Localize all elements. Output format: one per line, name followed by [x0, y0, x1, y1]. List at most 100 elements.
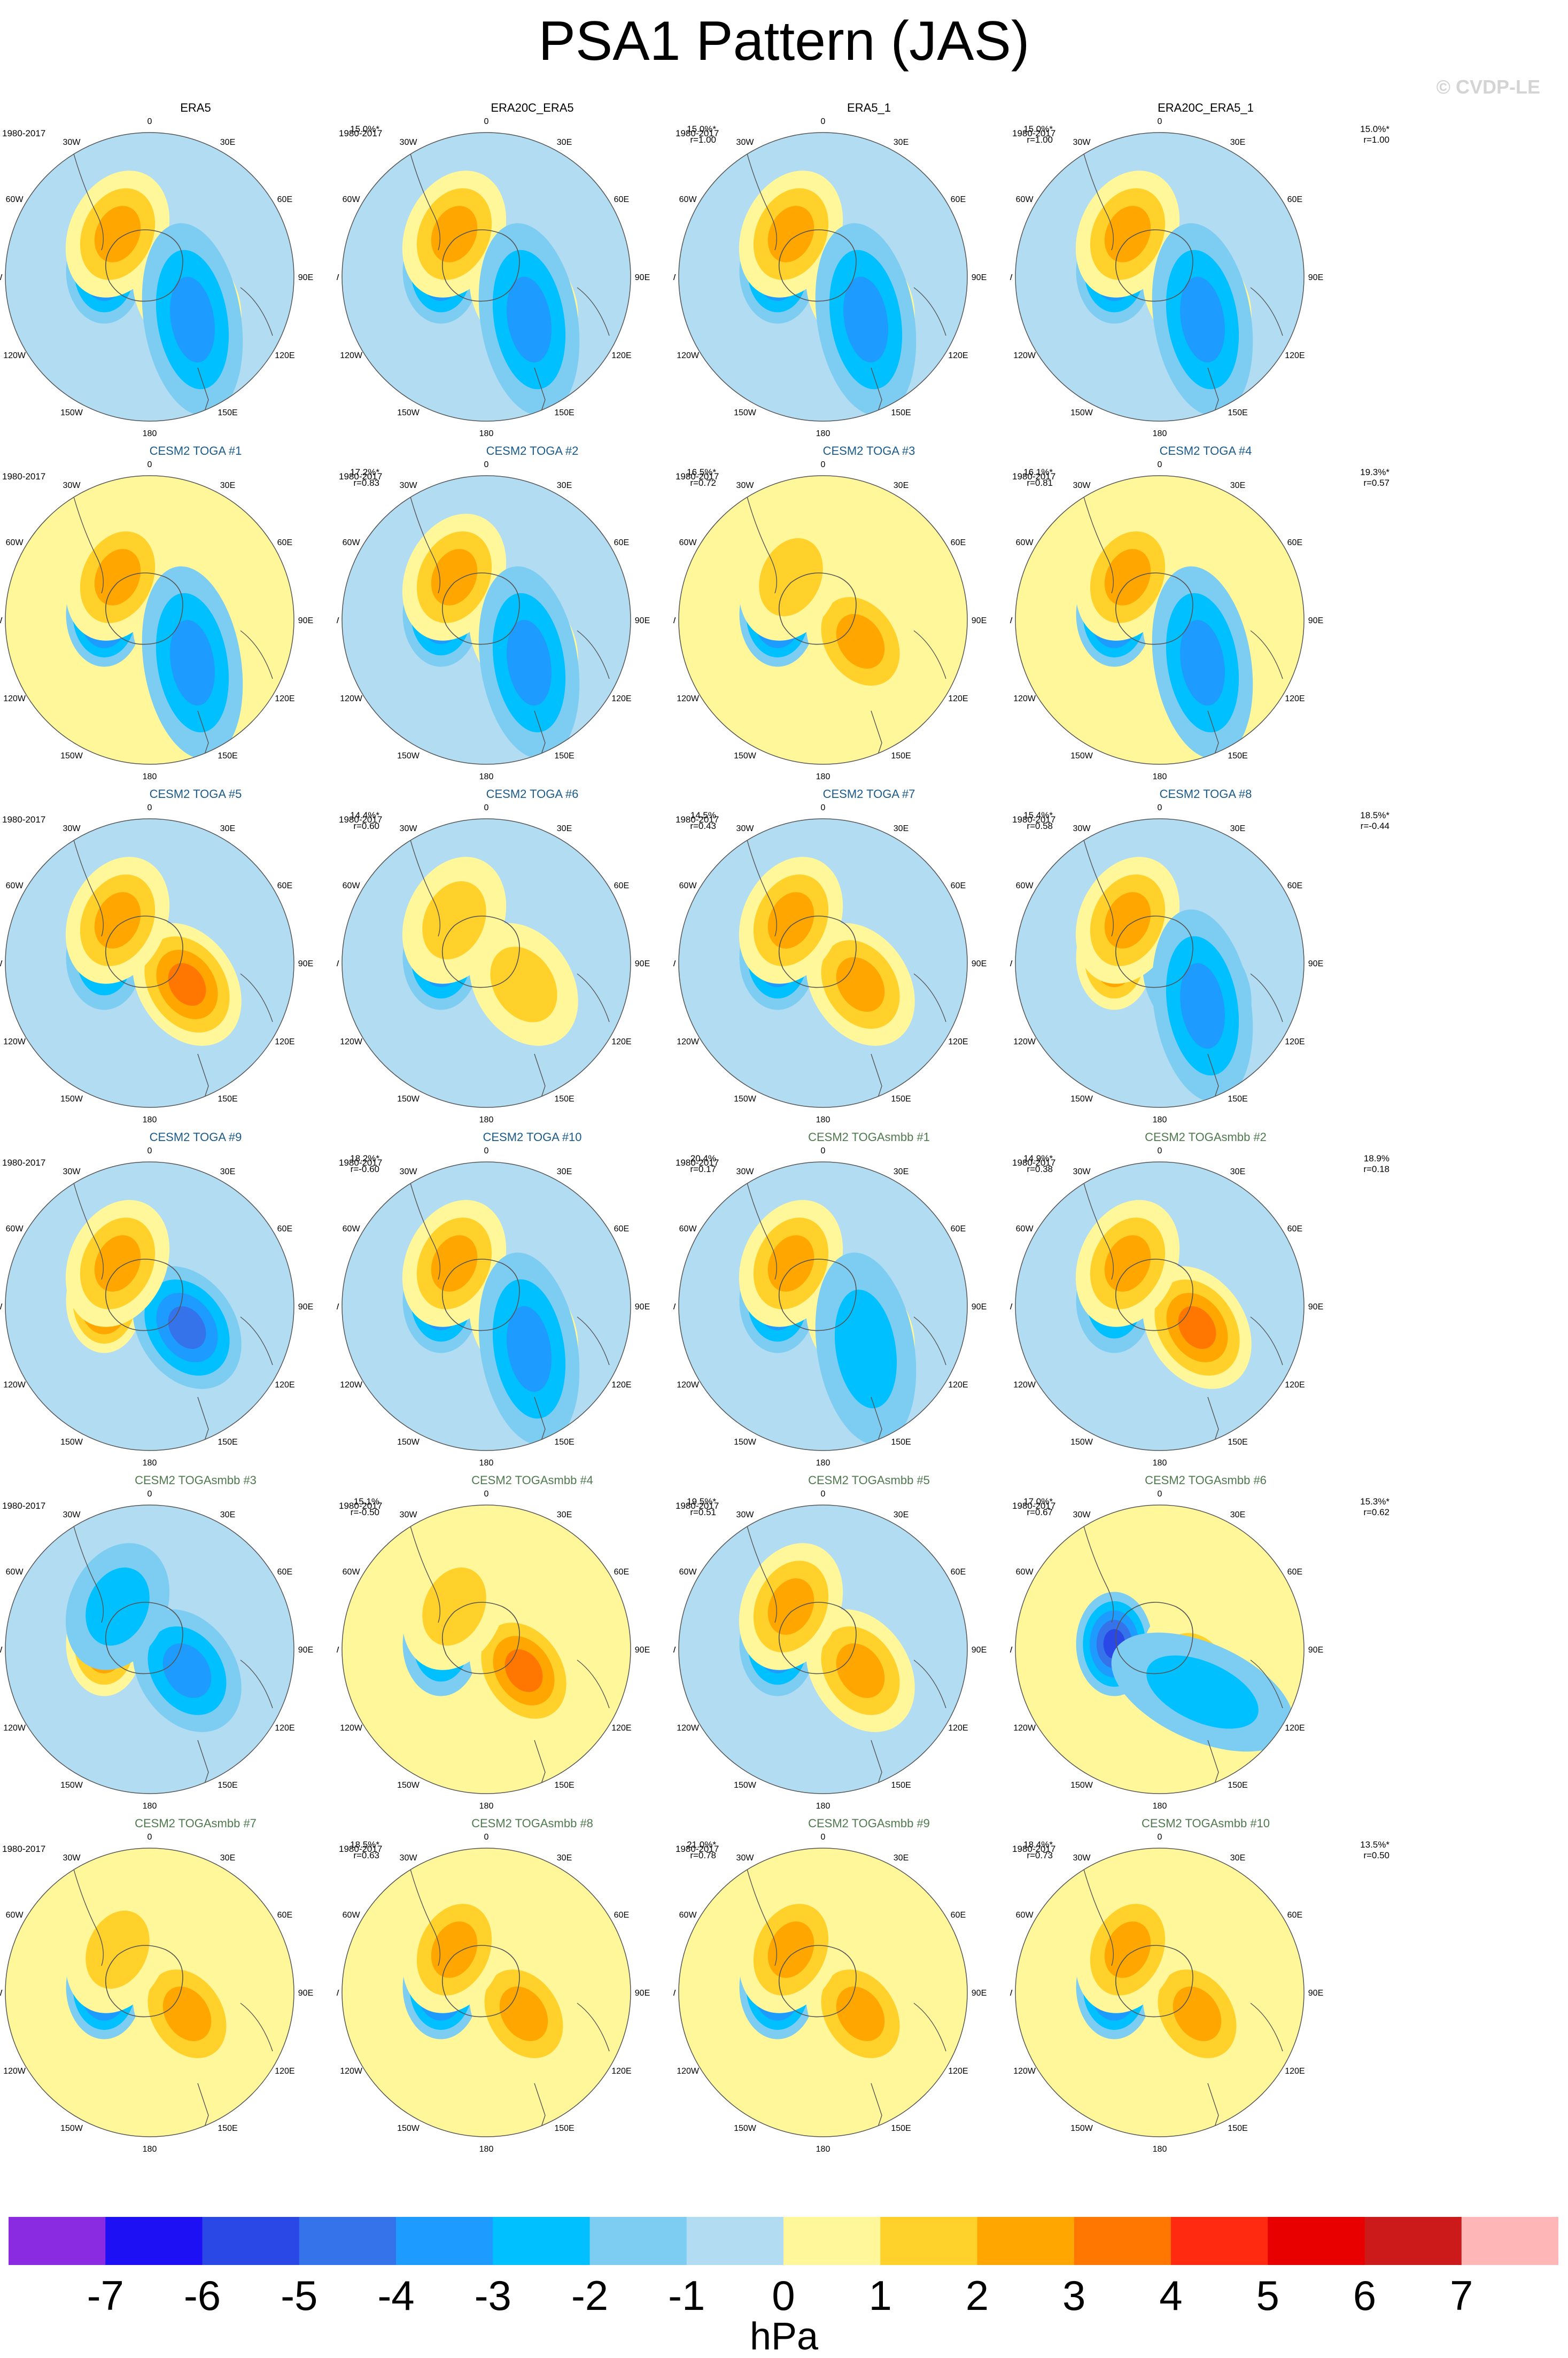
- longitude-label: 120W: [677, 1380, 700, 1390]
- panel-stat-value: r=1.00: [1027, 135, 1053, 145]
- antarctica-coastline: [779, 572, 857, 645]
- longitude-label: 90W: [673, 1646, 676, 1655]
- polar-map: 0 30E 60E 90E 120E 150E 180 150W 120W 90W 60W 30W: [0, 1833, 313, 2154]
- map-panel: ERA5_1 1980-2017 15.0%* r=1.00 0 30E 60E 90E 120…: [673, 100, 1065, 443]
- colorbar-tick: -1: [668, 2272, 705, 2319]
- longitude-label: 180: [479, 2145, 494, 2154]
- positive-anomaly-contour: [504, 1649, 543, 1692]
- colorbar-swatch: [783, 2217, 881, 2265]
- longitude-label: 0: [821, 460, 826, 469]
- longitude-label: 120E: [611, 1380, 631, 1390]
- longitude-label: 60E: [277, 881, 292, 890]
- colorbar-tick: 6: [1353, 2272, 1377, 2319]
- panel-title: CESM2 TOGAsmbb #6: [1145, 1473, 1267, 1487]
- longitude-label: 90E: [1308, 959, 1323, 968]
- longitude-label: 120W: [3, 694, 26, 703]
- panel-title: CESM2 TOGAsmbb #3: [135, 1473, 257, 1487]
- longitude-label: 30W: [736, 1167, 755, 1176]
- longitude-label: 120E: [1285, 351, 1305, 360]
- panel-stat-value: 18.4%*: [1023, 1840, 1053, 1850]
- map-boundary: [341, 818, 631, 1108]
- longitude-label: 60W: [6, 195, 24, 204]
- longitude-label: 0: [1158, 1146, 1162, 1155]
- positive-anomaly-contour: [86, 1910, 150, 1989]
- longitude-label: 120W: [340, 694, 363, 703]
- panel-period: 1980-2017: [339, 1158, 383, 1168]
- longitude-label: 0: [148, 1146, 152, 1155]
- longitude-label: 30W: [63, 1510, 81, 1519]
- colorbar-swatch: [1171, 2217, 1268, 2265]
- longitude-label: 180: [816, 429, 830, 438]
- positive-anomaly-contour: [836, 1643, 885, 1698]
- panel-title: CESM2 TOGA #1: [149, 444, 242, 457]
- map-boundary: [1015, 1504, 1305, 1794]
- longitude-label: 150W: [1070, 408, 1093, 417]
- panel-period: 1980-2017: [676, 1158, 719, 1168]
- positive-anomaly-contour: [1178, 1306, 1216, 1349]
- antarctica-coastline: [779, 1945, 857, 2018]
- positive-anomaly-contour: [162, 1986, 212, 2042]
- map-boundary: [678, 1161, 968, 1451]
- longitude-label: 120W: [1013, 694, 1036, 703]
- panel-stats: 18.5%* r=-0.44: [1352, 810, 1390, 832]
- longitude-label: 30W: [736, 138, 755, 147]
- longitude-label: 120E: [275, 2067, 294, 2076]
- panel-title: CESM2 TOGA #9: [149, 1130, 242, 1144]
- panel-stats: 14.9%* r=0.38: [1015, 1153, 1053, 1175]
- south-america-coastline: [742, 137, 778, 251]
- panel-stat-value: r=-0.50: [350, 1507, 379, 1517]
- south-america-coastline: [742, 824, 778, 937]
- map-boundary: [341, 475, 631, 765]
- longitude-label: 150E: [218, 2124, 237, 2133]
- longitude-label: 90W: [1010, 1302, 1013, 1312]
- longitude-label: 90W: [1010, 959, 1013, 968]
- longitude-label: 150E: [891, 751, 911, 761]
- longitude-label: 60E: [1287, 1568, 1302, 1577]
- longitude-label: 60E: [277, 1568, 292, 1577]
- panel-title: CESM2 TOGA #2: [486, 444, 579, 457]
- map-panel: CESM2 TOGAsmbb #9 1980-2017 18.4%* r=0.73 0 3…: [673, 1816, 1065, 2158]
- longitude-label: 150W: [734, 408, 757, 417]
- panel-stat-value: r=-0.44: [1360, 821, 1390, 831]
- panel-stats: 16.1%* r=0.81: [1015, 467, 1053, 488]
- longitude-label: 30E: [894, 138, 909, 147]
- longitude-label: 120E: [611, 351, 631, 360]
- map-panel: CESM2 TOGAsmbb #10 1980-2017 13.5%* r=0.50 0…: [1010, 1816, 1401, 2158]
- colorbar-tick: -6: [183, 2272, 221, 2319]
- colorbar-swatch: [977, 2217, 1075, 2265]
- south-america-coastline: [69, 1167, 104, 1280]
- longitude-label: 120E: [275, 1380, 294, 1390]
- longitude-label: 60W: [1016, 538, 1034, 547]
- longitude-label: 60W: [6, 538, 24, 547]
- map-boundary: [678, 818, 968, 1108]
- longitude-label: 180: [479, 1802, 494, 1811]
- antarctica-coastline: [779, 1602, 857, 1674]
- longitude-label: 30E: [894, 824, 909, 833]
- longitude-label: 90W: [0, 1302, 3, 1312]
- map-boundary: [341, 1504, 631, 1794]
- longitude-label: 90W: [337, 1989, 339, 1998]
- colorbar-swatch: [686, 2217, 784, 2265]
- longitude-label: 150E: [1228, 751, 1247, 761]
- longitude-label: 120E: [948, 351, 968, 360]
- longitude-label: 90E: [298, 1646, 313, 1655]
- map-boundary: [5, 1504, 294, 1794]
- negative-anomaly-contour: [507, 1306, 552, 1392]
- longitude-label: 30W: [1073, 138, 1091, 147]
- map-boundary: [678, 475, 968, 765]
- longitude-label: 180: [816, 772, 830, 781]
- negative-anomaly-contour: [86, 1567, 150, 1646]
- positive-anomaly-contour: [431, 1235, 478, 1292]
- panel-period: 1980-2017: [1012, 128, 1056, 138]
- longitude-label: 90W: [337, 616, 339, 625]
- longitude-label: 0: [148, 803, 152, 812]
- positive-anomaly-contour: [1104, 892, 1151, 949]
- longitude-label: 30W: [63, 138, 81, 147]
- polar-map: 0 30E 60E 90E 120E 150E 180 150W 120W 90W 60W 30W: [1010, 1146, 1323, 1468]
- antarctica-coastline: [1115, 572, 1193, 645]
- longitude-label: 120E: [948, 2067, 968, 2076]
- longitude-label: 120W: [677, 1724, 700, 1733]
- panel-stat-value: r=0.60: [353, 821, 379, 831]
- positive-anomaly-contour: [422, 881, 486, 960]
- longitude-label: 90E: [298, 616, 313, 625]
